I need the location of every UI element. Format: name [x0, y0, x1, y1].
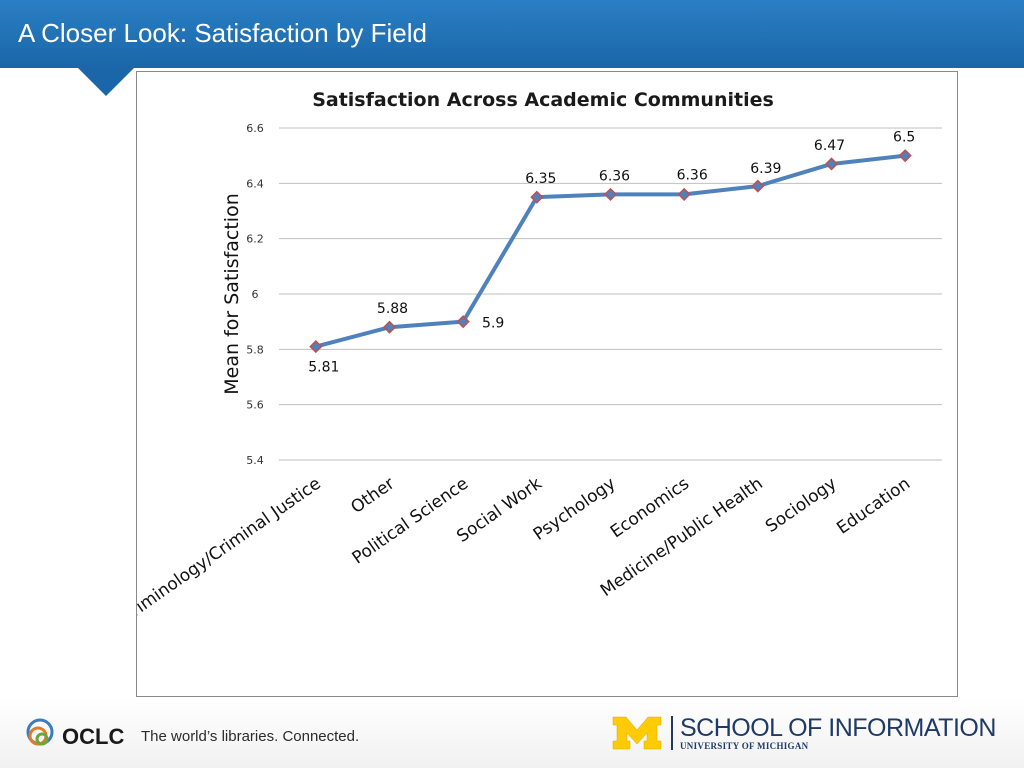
y-tick-label: 6.2	[246, 233, 264, 246]
y-tick-labels: 5.4 5.6 5.8 6 6.2 6.4 6.6	[246, 122, 264, 467]
data-point-marker	[824, 157, 839, 171]
y-tick-label: 5.4	[246, 454, 264, 467]
y-tick-label: 5.8	[246, 343, 264, 356]
y-axis-label: Mean for Satisfaction	[221, 193, 243, 394]
data-label: 6.5	[893, 130, 915, 146]
gridlines	[279, 127, 942, 461]
x-tick-label: Sociology	[762, 474, 840, 537]
x-tick-label: Psychology	[530, 474, 620, 545]
data-label: 6.47	[814, 138, 845, 154]
oclc-tagline: The world’s libraries. Connected.	[141, 728, 360, 745]
school-name: SCHOOL OF INFORMATION	[680, 714, 996, 742]
data-point-marker	[309, 340, 323, 354]
data-label: 6.35	[525, 171, 556, 187]
y-tick-label: 6	[252, 288, 259, 301]
line-chart: 5.4 5.6 5.8 6 6.2 6.4 6.6 Criminology/Criminal…	[137, 89, 942, 628]
block-m-icon	[612, 716, 662, 750]
x-tick-label: Criminology/Criminal Justice	[137, 474, 325, 628]
x-tick-labels: Criminology/Criminal Justice OtherPolitic…	[137, 474, 914, 628]
oclc-rings-icon	[26, 718, 54, 746]
slide-title: A Closer Look: Satisfaction by Field	[18, 18, 427, 48]
data-point-marker	[677, 187, 691, 201]
logo-divider	[671, 716, 673, 750]
data-label: 6.36	[599, 168, 630, 184]
x-tick-label: Education	[833, 474, 914, 539]
y-tick-label: 5.6	[246, 399, 264, 412]
y-tick-label: 6.4	[246, 177, 264, 190]
data-point-marker	[751, 179, 765, 193]
title-bar-pointer	[78, 68, 134, 96]
chart-title: Satisfaction Across Academic Communities	[312, 89, 774, 111]
data-label: 5.88	[377, 301, 408, 317]
university-name: UNIVERSITY OF MICHIGAN	[680, 741, 809, 751]
data-markers	[309, 149, 912, 354]
data-labels: 5.81 5.88 5.9 6.35 6.36 6.36 6.39 6.47 6.5	[308, 130, 915, 376]
data-point-marker	[530, 190, 544, 204]
data-point-marker	[382, 320, 397, 334]
x-tick-label: Other	[347, 474, 398, 518]
y-tick-label: 6.6	[246, 122, 264, 135]
data-label: 6.39	[750, 161, 781, 177]
chart-frame: 5.4 5.6 5.8 6 6.2 6.4 6.6 Criminology/Criminal…	[136, 71, 958, 697]
oclc-wordmark: OCLC	[62, 724, 124, 749]
data-point-marker	[603, 187, 618, 201]
data-label: 5.81	[308, 360, 339, 376]
data-label: 6.36	[677, 167, 708, 183]
title-bar: A Closer Look: Satisfaction by Field	[0, 0, 1024, 68]
data-point-marker	[898, 149, 912, 163]
footer: OCLC The world’s libraries. Connected. S…	[0, 698, 1024, 768]
oclc-logo: OCLC	[26, 718, 124, 749]
data-point-marker	[456, 315, 470, 329]
data-label: 5.9	[482, 316, 504, 332]
